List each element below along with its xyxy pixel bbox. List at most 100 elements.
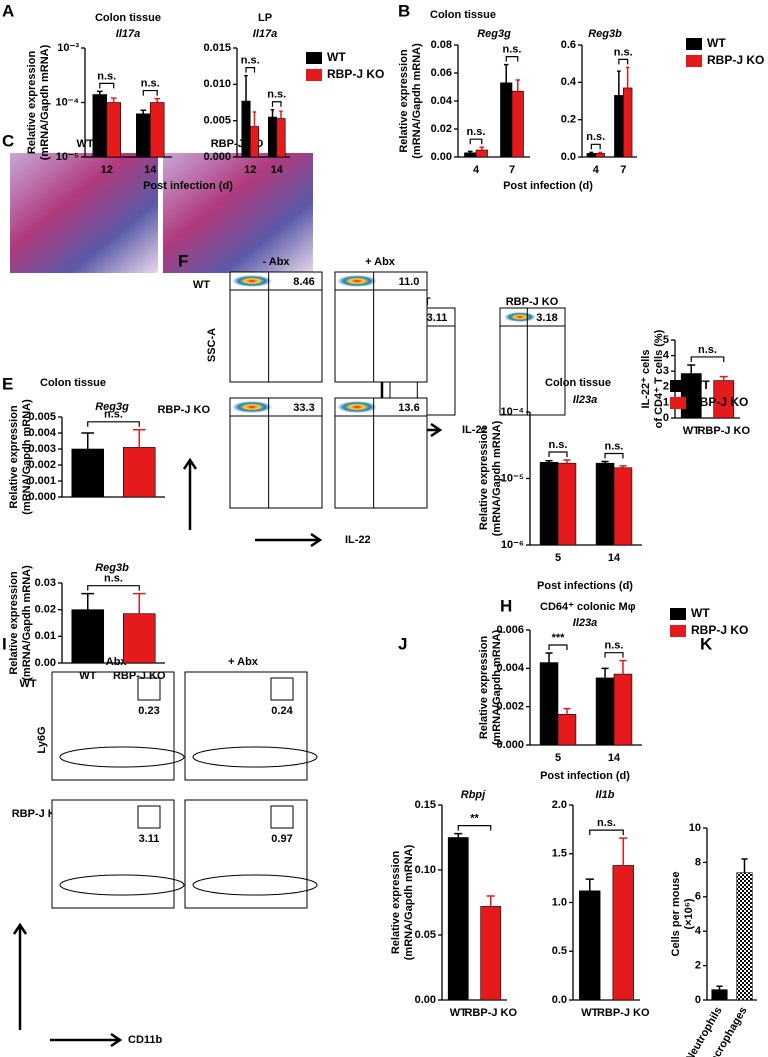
- y-axis-label: Relative expression: [478, 427, 490, 531]
- flow-axis-label: IL-22: [462, 424, 488, 436]
- significance-bracket: [589, 829, 624, 836]
- error-bar: [132, 429, 146, 448]
- bar: [711, 989, 728, 1001]
- significance-bracket: [690, 356, 725, 362]
- panel-letter: E: [2, 374, 13, 393]
- bar: [71, 448, 105, 498]
- significance-bracket: [87, 421, 140, 427]
- y-tick-label: 0.01: [35, 630, 56, 642]
- error-bar: [741, 858, 748, 873]
- gate: [270, 805, 294, 829]
- y-tick-label: 0.6: [561, 39, 576, 51]
- flow-column-label: + Abx: [365, 256, 396, 268]
- y-tick-label: 0.000: [496, 739, 524, 751]
- y-tick-label: 0.5: [552, 945, 567, 957]
- histology-image: [163, 153, 313, 273]
- gate-value: 8.46: [293, 276, 314, 288]
- chart-subtitle: Il23a: [573, 394, 597, 406]
- legend-label: WT: [707, 36, 726, 50]
- y-tick-label: 0.000: [28, 491, 56, 503]
- significance-bracket: [548, 644, 568, 650]
- y-tick-label: 4: [663, 350, 670, 362]
- y-tick-label: 0.002: [28, 459, 56, 471]
- bar: [276, 118, 286, 158]
- y-tick-label: 0.05: [415, 929, 436, 941]
- y-tick-label: 0.004: [28, 427, 56, 439]
- error-bar: [244, 74, 248, 102]
- chart-subtitle: Reg3b: [588, 28, 622, 40]
- bar: [586, 152, 597, 158]
- error-bar: [270, 109, 275, 118]
- significance-bracket: [618, 58, 629, 65]
- bar: [464, 152, 477, 158]
- bar: [71, 609, 105, 664]
- significance-bracket: [87, 585, 140, 591]
- error-bar: [110, 97, 117, 103]
- bar: [136, 113, 151, 158]
- bar: [500, 82, 513, 158]
- y-tick-label: 0.00: [35, 657, 56, 669]
- legend-label: WT: [327, 50, 346, 64]
- y-tick-label: 10⁻³: [57, 42, 79, 54]
- y-axis-label: of CD4⁺ T cells (%): [653, 329, 665, 428]
- x-tick-label: WT: [450, 1007, 467, 1019]
- flow-axis-label: SSC-A: [206, 328, 218, 362]
- flow-row-label: WT: [193, 279, 210, 291]
- bar: [122, 447, 156, 498]
- gate: [137, 805, 161, 829]
- error-bar: [97, 90, 103, 95]
- histology-image: [10, 153, 158, 273]
- significance-label: n.s.: [549, 439, 568, 451]
- bar: [511, 90, 524, 158]
- legend-swatch: [670, 380, 686, 392]
- significance-label: n.s.: [503, 44, 522, 56]
- bar: [612, 865, 634, 1001]
- gate: [137, 677, 161, 701]
- significance-bracket: [548, 451, 568, 457]
- y-axis-label: Relative expression: [478, 636, 490, 740]
- panel-letter: F: [178, 251, 188, 270]
- bar: [579, 890, 601, 1001]
- x-tick-label: WT: [683, 425, 700, 437]
- error-bar: [563, 707, 571, 715]
- flow-axis-label: Ly6G: [36, 726, 48, 753]
- error-bar: [601, 667, 609, 678]
- significance-bracket: [505, 56, 519, 62]
- cell-population: [59, 746, 185, 768]
- error-bar: [687, 364, 696, 374]
- legend-label: RBP-J KO: [707, 53, 764, 67]
- flow-column-label: - Abx: [99, 656, 127, 668]
- y-tick-label: 0.002: [496, 701, 524, 713]
- y-tick-label: 0.001: [28, 475, 56, 487]
- chart-subtitle: Il17a: [253, 28, 277, 40]
- x-tick-label: 5: [555, 552, 561, 564]
- panel-letter: A: [2, 1, 14, 20]
- y-axis-label: Relative expression: [26, 51, 38, 155]
- y-tick-label: 10⁻⁵: [501, 472, 524, 484]
- y-tick-label: 0.010: [203, 78, 231, 90]
- y-tick-label: 0.006: [496, 624, 524, 636]
- y-tick-label: 0.08: [431, 39, 452, 51]
- error-bar: [279, 110, 283, 119]
- bar: [595, 677, 615, 746]
- cell-population: [192, 746, 318, 768]
- significance-label: n.s.: [586, 131, 605, 143]
- legend-label: WT: [691, 606, 710, 620]
- y-tick-label: 0.02: [35, 604, 56, 616]
- error-bar: [515, 79, 521, 92]
- flow-plot: [229, 397, 323, 509]
- significance-label: ***: [552, 632, 566, 644]
- significance-label: n.s.: [267, 89, 286, 101]
- error-bar: [716, 985, 723, 990]
- flow-plot: [184, 799, 308, 909]
- significance-label: n.s.: [605, 440, 624, 452]
- cell-population: [337, 275, 377, 287]
- error-bar: [154, 97, 160, 103]
- y-tick-label: 1.5: [552, 848, 567, 860]
- gate-value: 33.3: [293, 402, 314, 414]
- bar: [267, 116, 278, 158]
- x-tick-label: 14: [144, 164, 157, 176]
- significance-bracket: [469, 138, 483, 145]
- x-tick-label: 14: [271, 164, 284, 176]
- bar: [557, 714, 577, 746]
